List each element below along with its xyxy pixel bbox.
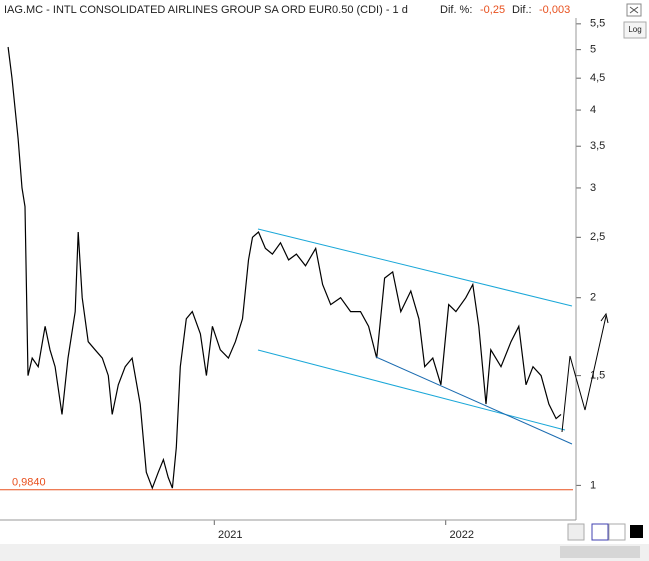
title-mask (572, 2, 618, 18)
close-icon (629, 6, 639, 14)
stat-label: Dif.: (512, 4, 532, 16)
trend-line (257, 349, 566, 431)
y-tick-label: 2 (590, 292, 596, 304)
stat-label: Dif. %: (440, 4, 472, 16)
y-tick-label: 5,5 (590, 18, 605, 30)
x-tick-label: 2021 (218, 529, 242, 541)
reference-label: 0,9840 (12, 477, 46, 489)
y-tick-label: 1 (590, 479, 596, 491)
scrollbar-track[interactable] (0, 544, 649, 561)
y-tick-label: 3,5 (590, 140, 605, 152)
y-tick-label: 2,5 (590, 231, 605, 243)
trend-line (257, 228, 573, 307)
trend-lines (257, 228, 609, 445)
chart-title: IAG.MC - INTL CONSOLIDATED AIRLINES GROU… (4, 4, 408, 16)
arrow-head (600, 312, 609, 324)
y-tick-label: 4 (590, 104, 596, 116)
price-line (7, 46, 562, 490)
title-row: IAG.MC - INTL CONSOLIDATED AIRLINES GROU… (4, 2, 642, 18)
stat-value: -0,003 (539, 4, 570, 16)
pin-button[interactable] (608, 523, 626, 541)
log-button[interactable] (623, 21, 647, 39)
tool-button[interactable] (567, 523, 585, 541)
log-button-label: Log (628, 25, 641, 34)
y-tick-label: 5 (590, 44, 596, 56)
projection (561, 315, 607, 433)
y-tick-label: 3 (590, 182, 596, 194)
trend-line (375, 356, 573, 445)
scrollbar-thumb[interactable] (560, 546, 640, 558)
y-tick-label: 4,5 (590, 72, 605, 84)
color-button[interactable] (630, 525, 643, 538)
stat-value: -0,25 (480, 4, 505, 16)
save-button[interactable] (591, 523, 609, 541)
x-tick-label: 2022 (449, 529, 473, 541)
